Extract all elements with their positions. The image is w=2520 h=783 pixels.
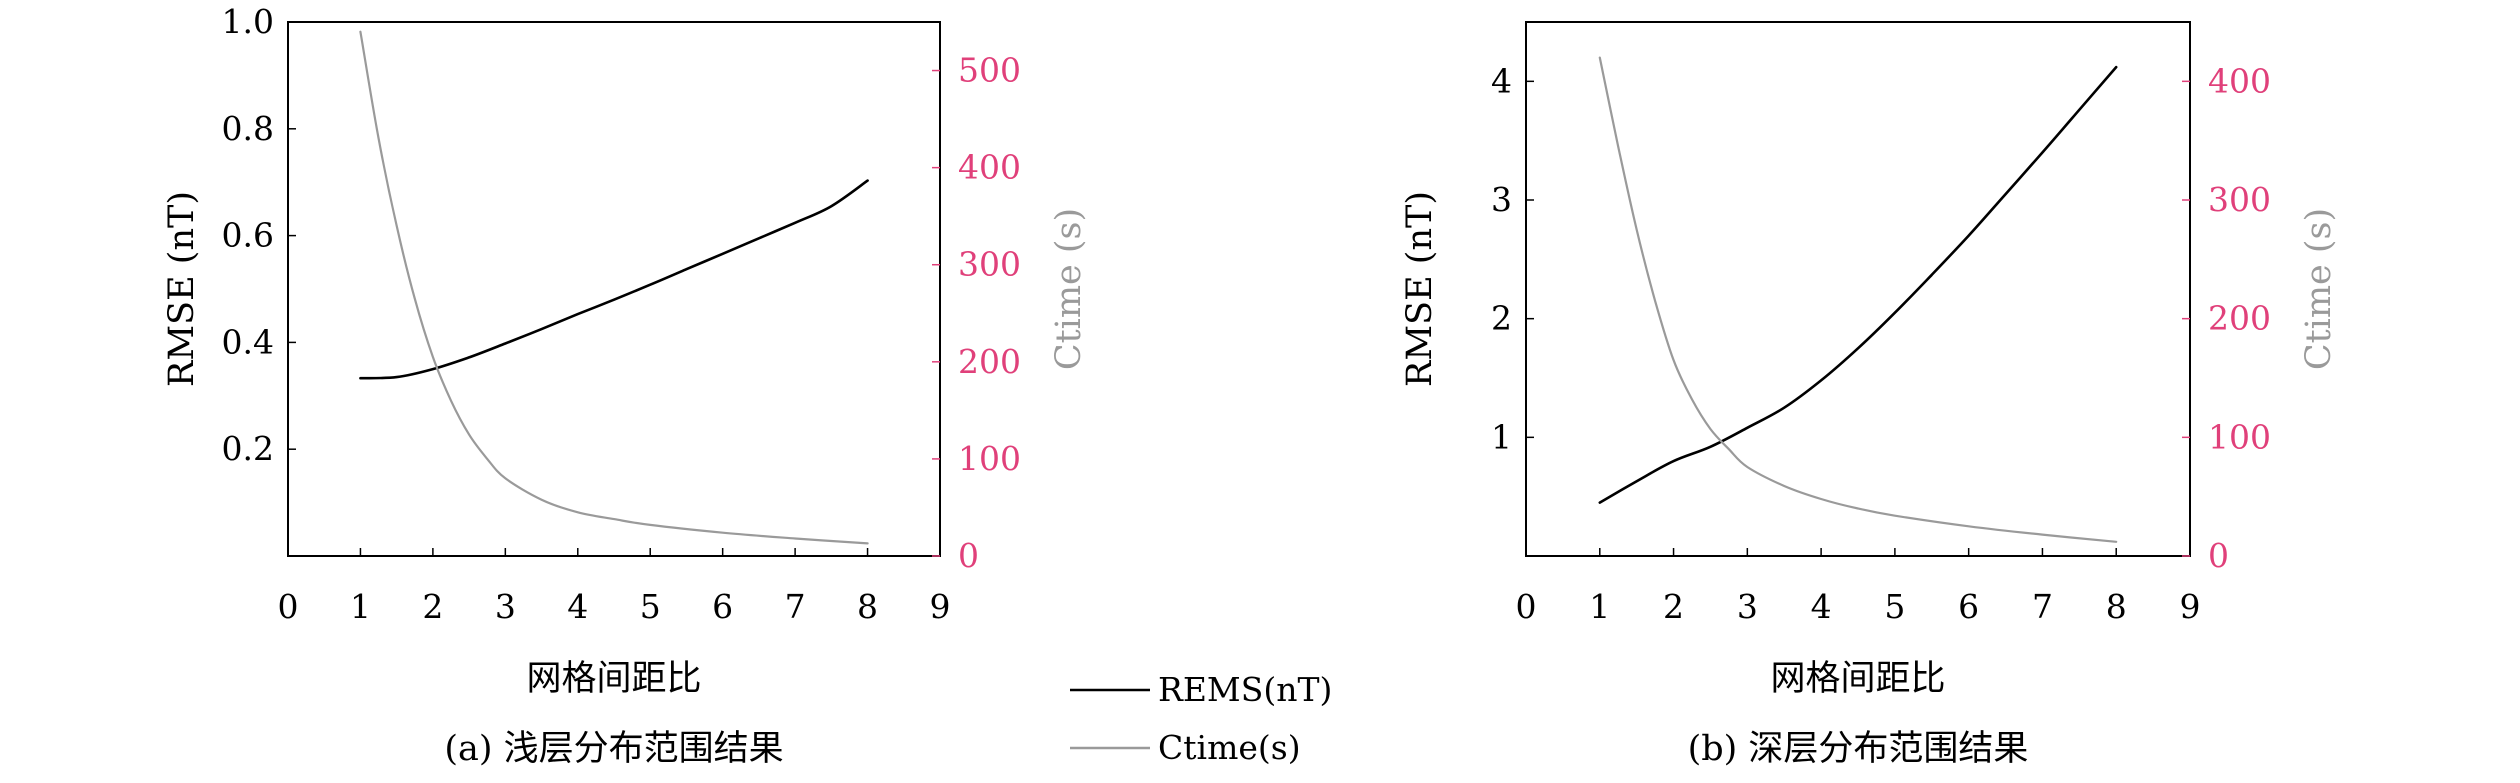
y-tick-label: 1.0 [222, 2, 274, 41]
y-tick-label: 1 [1491, 417, 1512, 456]
y-tick-label: 3 [1491, 180, 1512, 219]
y2-axis-label: Ctime (s) [1049, 208, 1089, 370]
y2-tick-label: 100 [2208, 417, 2271, 456]
y2-tick-label: 200 [958, 342, 1021, 381]
y2-tick-label: 400 [958, 148, 1021, 187]
y2-tick-label: 100 [958, 439, 1021, 478]
series-line-rmse [1598, 65, 2118, 504]
y-axis-label: RMSE (nT) [162, 191, 202, 387]
y-tick-label: 0.2 [222, 429, 274, 468]
legend-label-rmse: REMS(nT) [1158, 670, 1332, 709]
plot-frame [287, 21, 941, 557]
x-tick-label: 8 [2106, 587, 2127, 626]
y-tick-label: 0.4 [222, 322, 274, 361]
x-tick-label: 1 [350, 587, 371, 626]
y-axis-label: RMSE (nT) [1400, 191, 1440, 387]
x-tick-label: 8 [857, 587, 878, 626]
x-tick-label: 9 [930, 587, 951, 626]
y2-tick-label: 300 [2208, 180, 2271, 219]
x-tick-label: 9 [2180, 587, 2201, 626]
x-tick-label: 6 [712, 587, 733, 626]
x-tick-label: 3 [1737, 587, 1758, 626]
x-tick-label: 7 [785, 587, 806, 626]
x-tick-label: 7 [2032, 587, 2053, 626]
x-tick-label: 3 [495, 587, 516, 626]
x-tick-label: 2 [422, 587, 443, 626]
x-tick-label: 5 [1884, 587, 1905, 626]
plot-frame [1525, 21, 2191, 557]
x-tick-label: 4 [1811, 587, 1832, 626]
y-tick-label: 4 [1491, 61, 1512, 100]
x-tick-label: 2 [1663, 587, 1684, 626]
x-axis-label: 网格间距比 [526, 659, 701, 699]
chart-panel-a: 0 1 2 3 4 5 6 7 8 9 0.2 0.4 0.6 0.8 1.0 0 100 200 300 400 50… [162, 2, 1089, 769]
x-axis-label: 网格间距比 [1770, 659, 1945, 699]
panel-caption: (b) 深层分布范围结果 [1688, 729, 2029, 769]
series-line-rmse [359, 179, 869, 380]
legend: REMS(nT) Ctime(s) [1070, 670, 1332, 767]
y2-tick-label: 300 [958, 245, 1021, 284]
panel-caption: (a) 浅层分布范围结果 [444, 729, 783, 769]
series-line-ctime [1598, 56, 2118, 543]
x-tick-label: 6 [1958, 587, 1979, 626]
y2-tick-label: 0 [958, 536, 979, 575]
x-tick-label: 0 [1516, 587, 1537, 626]
x-tick-label: 4 [567, 587, 588, 626]
y-tick-label: 0.6 [222, 216, 274, 255]
y2-axis-label: Ctime (s) [2299, 208, 2339, 370]
y-tick-label: 0.8 [222, 109, 274, 148]
y-tick-label: 2 [1491, 299, 1512, 338]
legend-label-ctime: Ctime(s) [1158, 728, 1301, 767]
x-tick-label: 5 [640, 587, 661, 626]
y2-tick-label: 500 [958, 51, 1021, 90]
x-tick-label: 1 [1589, 587, 1610, 626]
chart-panel-b: 0 1 2 3 4 5 6 7 8 9 1 2 3 4 0 100 200 300 400 RMSE (nT) Ctim… [1400, 21, 2339, 769]
y2-tick-label: 0 [2208, 536, 2229, 575]
series-line-ctime [359, 30, 869, 545]
y2-tick-label: 400 [2208, 61, 2271, 100]
x-tick-label: 0 [278, 587, 299, 626]
y2-tick-label: 200 [2208, 299, 2271, 338]
